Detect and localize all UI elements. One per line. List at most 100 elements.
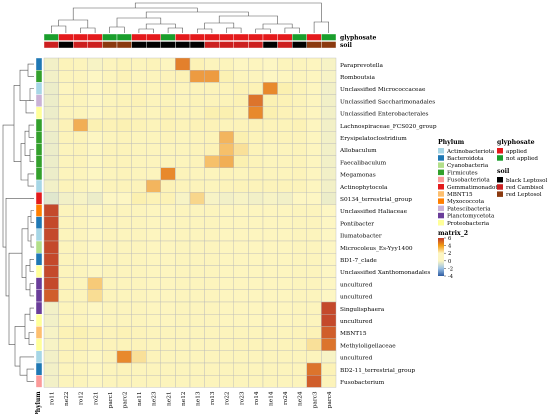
soil-annotation-cell bbox=[145, 41, 161, 49]
glyphosate-annotation-cell bbox=[218, 33, 234, 41]
heatmap-cell bbox=[43, 69, 59, 83]
heatmap-cell bbox=[145, 338, 161, 352]
heatmap-cell bbox=[175, 228, 191, 242]
dendrogram-branch bbox=[25, 265, 30, 291]
heatmap-cell bbox=[116, 179, 132, 193]
heatmap-cell bbox=[321, 106, 337, 120]
heatmap-cell bbox=[248, 191, 264, 205]
heatmap-cell bbox=[321, 252, 337, 266]
heatmap-cell bbox=[175, 118, 191, 132]
heatmap-cell bbox=[321, 265, 337, 278]
soil-annotation-cell bbox=[58, 41, 74, 49]
heatmap-cell bbox=[87, 179, 103, 193]
colorbar-tick-label: 6 bbox=[448, 236, 451, 242]
heatmap-cell bbox=[233, 216, 249, 230]
heatmap-cell bbox=[116, 350, 132, 364]
heatmap-cell bbox=[262, 191, 278, 205]
phylum-legend-swatch bbox=[438, 184, 444, 190]
heatmap-cell bbox=[131, 82, 147, 95]
soil-annotation-cell bbox=[160, 41, 176, 49]
column-label: ro11 bbox=[49, 391, 55, 405]
heatmap-cell bbox=[102, 118, 118, 132]
heatmap-cell bbox=[277, 277, 293, 291]
heatmap-cell bbox=[321, 362, 337, 376]
heatmap-cell bbox=[204, 301, 220, 315]
heatmap-cell bbox=[204, 191, 220, 205]
glyphosate-annotation-label: glyphosate bbox=[340, 35, 377, 42]
heatmap-cell bbox=[175, 289, 191, 303]
heatmap-cell bbox=[277, 155, 293, 169]
heatmap-cell bbox=[72, 167, 88, 181]
heatmap-cell bbox=[218, 326, 234, 339]
row-phylum-annotation: Phylum bbox=[35, 57, 43, 414]
heatmap-cell bbox=[131, 94, 147, 107]
dendrogram-branch bbox=[145, 11, 249, 18]
phylum-annotation-cell bbox=[35, 301, 43, 315]
heatmap-cell bbox=[87, 130, 103, 144]
heatmap-cell bbox=[262, 69, 278, 83]
heatmap-cell bbox=[43, 94, 59, 107]
heatmap-cell bbox=[58, 204, 74, 217]
heatmap-cell bbox=[72, 228, 88, 242]
dendrogram-branch bbox=[19, 356, 30, 376]
heatmap-cell bbox=[262, 289, 278, 303]
heatmap-cell bbox=[189, 106, 205, 120]
heatmap-cell bbox=[58, 179, 74, 193]
phylum-annotation-cell bbox=[35, 277, 43, 291]
glyphosate-annotation-cell bbox=[72, 33, 88, 41]
phylum-annotation-cell bbox=[35, 191, 43, 205]
heatmap-cell bbox=[277, 252, 293, 266]
heatmap-cell bbox=[262, 228, 278, 242]
row-label: BD1-7_clade bbox=[340, 258, 377, 264]
dendrogram-branch bbox=[138, 28, 154, 33]
glyphosate-annotation-cell bbox=[292, 33, 308, 41]
soil-annotation-cell bbox=[204, 41, 220, 49]
heatmap-cell bbox=[116, 289, 132, 303]
heatmap-cell bbox=[87, 69, 103, 83]
phylum-annotation-cell bbox=[35, 216, 43, 230]
heatmap-cell bbox=[116, 338, 132, 352]
heatmap-cell bbox=[306, 216, 322, 230]
phylum-annotation-cell bbox=[35, 289, 43, 303]
heatmap-cell bbox=[306, 375, 322, 388]
heatmap-cell bbox=[277, 338, 293, 352]
column-label: parc2 bbox=[122, 391, 128, 408]
soil-legend-swatch bbox=[497, 177, 503, 183]
heatmap-cell bbox=[248, 240, 264, 254]
heatmap-cell bbox=[175, 179, 191, 193]
soil-annotation-cell bbox=[218, 41, 234, 49]
heatmap-cell bbox=[292, 191, 308, 205]
phylum-annotation-cell bbox=[35, 106, 43, 120]
heatmap-cell bbox=[131, 204, 147, 217]
heatmap-cell bbox=[233, 277, 249, 291]
glyphosate-annotation-cell bbox=[102, 33, 118, 41]
heatmap-cell bbox=[321, 143, 337, 156]
glyphosate-annotation-cell bbox=[58, 33, 74, 41]
heatmap-cell bbox=[292, 57, 308, 71]
heatmap-cell bbox=[160, 228, 176, 242]
heatmap-cell bbox=[262, 375, 278, 388]
heatmap-cell bbox=[204, 57, 220, 71]
heatmap-cell bbox=[262, 277, 278, 291]
phylum-legend-label: Gemmatimonadota bbox=[447, 185, 502, 191]
heatmap-cell bbox=[321, 314, 337, 327]
heatmap-cell bbox=[292, 326, 308, 339]
phylum-annotation-cell bbox=[35, 265, 43, 278]
heatmap-cell bbox=[189, 314, 205, 327]
phylum-annotation-cell bbox=[35, 130, 43, 144]
dendrogram-branch bbox=[30, 210, 34, 223]
colorbar-tick-label: -2 bbox=[448, 266, 453, 272]
soil-legend-label: red Cambisol bbox=[506, 185, 544, 191]
dendrogram-branch bbox=[27, 173, 34, 187]
glyphosate-annotation-cell bbox=[116, 33, 132, 41]
heatmap-cell bbox=[160, 167, 176, 181]
heatmap-cell bbox=[262, 167, 278, 181]
heatmap-cell bbox=[102, 265, 118, 278]
heatmap-cell bbox=[233, 130, 249, 144]
heatmap-cell bbox=[145, 69, 161, 83]
heatmap-cell bbox=[145, 57, 161, 71]
heatmap-cell bbox=[43, 167, 59, 181]
heatmap-cell bbox=[116, 118, 132, 132]
glyphosate-annotation-cell bbox=[321, 33, 337, 41]
